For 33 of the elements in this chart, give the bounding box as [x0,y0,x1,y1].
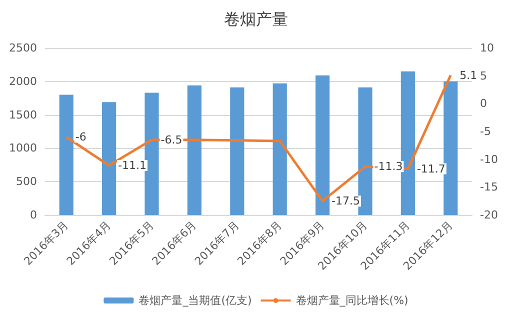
bar [444,81,458,215]
y2-tick-label: -15 [480,180,498,194]
y-tick-label: 500 [16,175,37,188]
legend-label: 卷烟产量_同比增长(%) [296,294,408,307]
data-label: -11.7 [416,162,446,176]
bar [272,83,287,215]
y-tick-label: 0 [30,208,37,222]
data-label: -6 [75,130,86,144]
y2-tick-label: -20 [480,208,498,222]
y2-tick-label: 0 [480,97,487,110]
data-label: -17.5 [332,194,360,208]
y2-tick-label: -10 [480,152,498,166]
bar [187,85,202,215]
y2-tick-label: 5 [480,69,487,82]
bar [230,87,244,215]
bar [102,102,116,215]
chart-title: 卷烟产量 [224,10,288,28]
y-tick-label: 2500 [9,42,37,54]
y2-tick-label: -5 [480,125,491,138]
bar [316,75,330,215]
bar [144,92,159,215]
y2-tick-label: 10 [480,42,494,54]
y-tick-label: 1000 [9,142,37,155]
bar [400,71,415,215]
data-label: -11.1 [118,158,147,172]
bar [59,94,74,215]
data-label: -11.3 [374,160,403,174]
y-tick-label: 1500 [9,108,37,122]
bar [358,87,372,215]
y-tick-label: 2000 [9,74,37,88]
data-label: 5.1 [460,68,478,82]
legend-label: 卷烟产量_当期值(亿支) [138,294,252,307]
data-label: -6.5 [160,133,182,146]
